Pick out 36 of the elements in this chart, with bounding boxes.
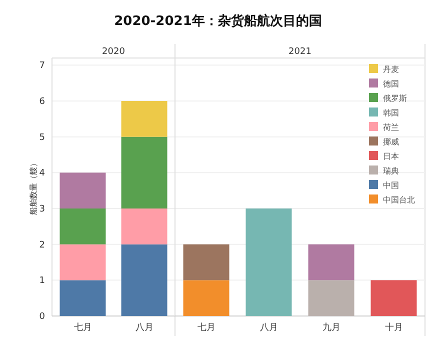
legend-label: 韩国 (383, 108, 399, 118)
legend-label: 德国 (383, 80, 399, 88)
bar (60, 244, 106, 280)
y-tick-label: 1 (39, 276, 45, 286)
legend-label: 日本 (383, 152, 399, 161)
legend-label: 中国台北 (383, 196, 415, 204)
x-tick-label: 九月 (322, 322, 340, 333)
bar (60, 280, 106, 316)
x-tick-label: 八月 (135, 322, 154, 333)
x-tick-label: 七月 (197, 322, 216, 333)
bar (121, 136, 168, 208)
x-tick-label: 十月 (384, 322, 403, 333)
y-tick-label: 5 (39, 132, 45, 143)
y-axis-title: 船舶数量（艘） (29, 159, 38, 215)
y-tick-label: 4 (39, 168, 46, 179)
bar (60, 208, 106, 244)
chart-subtitle: 2021 (288, 47, 312, 57)
legend-label: 荷兰 (383, 123, 399, 132)
legend-label: 瑞典 (383, 166, 399, 176)
chart-subtitle: 2020 (102, 47, 126, 57)
y-tick-label: 6 (39, 97, 46, 107)
y-tick-label: 7 (39, 61, 45, 72)
y-tick-label: 3 (39, 204, 45, 214)
x-tick-label: 七月 (74, 322, 92, 333)
legend-label: 中国 (383, 181, 399, 190)
y-tick-label: 2 (39, 240, 45, 250)
bar (121, 208, 168, 244)
legend-label: 丹麦 (383, 65, 399, 74)
x-tick-label: 八月 (260, 322, 278, 333)
text: 2020-2021年：杂货船航次目的国 (114, 13, 322, 29)
bar (121, 101, 168, 137)
y-tick-label: 0 (39, 312, 46, 322)
bar (60, 172, 106, 208)
legend-label: 俄罗斯 (383, 94, 407, 103)
bar (121, 244, 168, 316)
legend-label: 挪威 (383, 138, 399, 146)
